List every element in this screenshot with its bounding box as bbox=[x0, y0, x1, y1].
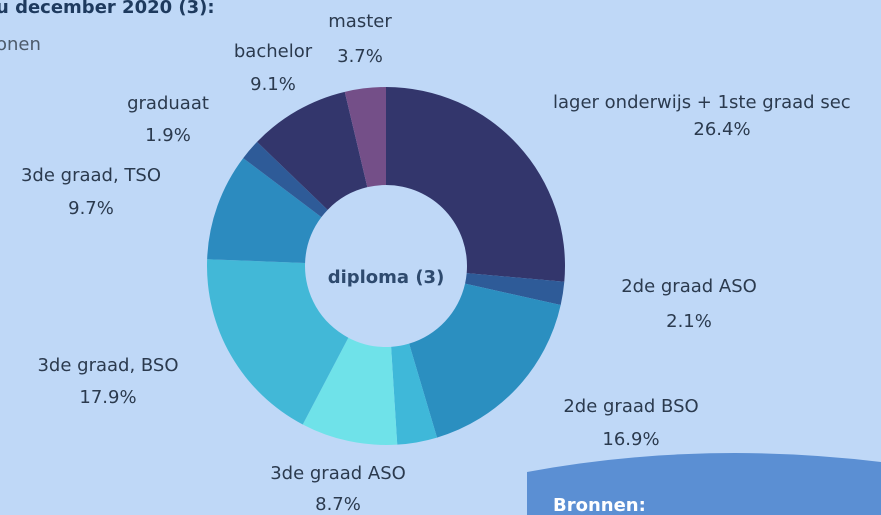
donut-segment bbox=[386, 87, 565, 282]
center-label: diploma (3) bbox=[328, 267, 445, 288]
donut-segment bbox=[302, 337, 398, 445]
donut-segment bbox=[207, 259, 349, 425]
segment-label: graduaat bbox=[127, 93, 209, 114]
donut-segment bbox=[391, 343, 438, 445]
segment-value: 1.9% bbox=[145, 125, 191, 146]
segment-value: 17.9% bbox=[79, 387, 136, 408]
donut bbox=[207, 87, 565, 445]
segment-label: lager onderwijs + 1ste graad sec bbox=[553, 92, 851, 113]
segment-label: 3de graad, BSO bbox=[37, 355, 178, 376]
sources-panel bbox=[527, 453, 881, 515]
segment-value: 3.7% bbox=[337, 46, 383, 67]
segment-value: 9.7% bbox=[68, 198, 114, 219]
donut-segment bbox=[465, 273, 565, 306]
segment-label: 2de graad BSO bbox=[563, 396, 698, 417]
chart-subtitle: onen bbox=[0, 34, 41, 55]
donut-segment bbox=[344, 87, 386, 188]
chart-title: u december 2020 (3): bbox=[0, 0, 215, 18]
donut-segment bbox=[243, 141, 328, 218]
segment-label: master bbox=[328, 11, 392, 32]
segment-value: 16.9% bbox=[602, 429, 659, 450]
donut-segment bbox=[257, 91, 368, 210]
segment-label: bachelor bbox=[234, 41, 313, 62]
segment-label: 3de graad, TSO bbox=[21, 165, 161, 186]
sources-title: Bronnen: bbox=[553, 495, 646, 515]
segment-value: 26.4% bbox=[693, 119, 750, 140]
donut-segment bbox=[409, 283, 561, 438]
segment-value: 8.7% bbox=[315, 494, 361, 515]
donut-segment bbox=[207, 158, 322, 263]
segment-label: 3de graad ASO bbox=[270, 463, 406, 484]
segment-value: 9.1% bbox=[250, 74, 296, 95]
segment-value: 2.1% bbox=[666, 311, 712, 332]
segment-label: 2de graad ASO bbox=[621, 276, 757, 297]
